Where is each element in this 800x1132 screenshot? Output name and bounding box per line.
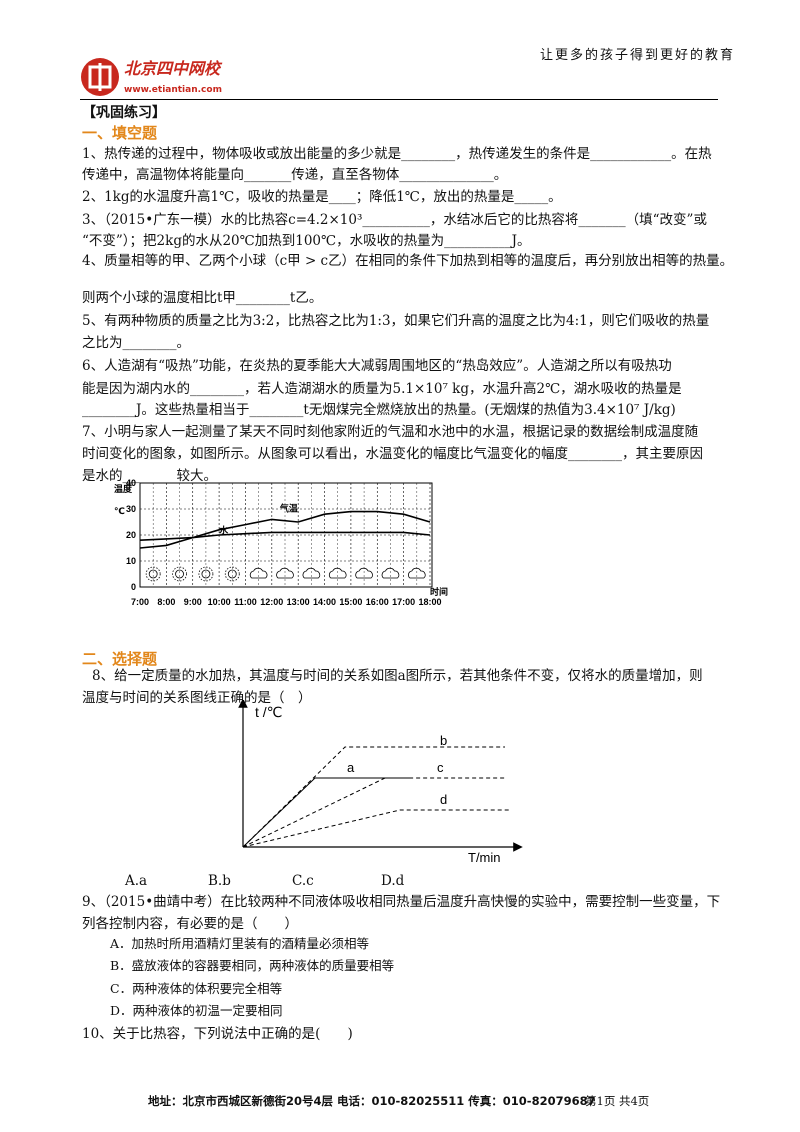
question-line: 10、关于比热容，下列说法中正确的是( ) (82, 1026, 353, 1042)
question-line: 时间变化的图象，如图所示。从图象可以看出，水温变化的幅度比气温变化的幅度____… (82, 446, 703, 462)
x-tick-label: 13:00 (287, 597, 310, 607)
logo-name: 北京四中网校 (124, 59, 221, 78)
question-line: 列各控制内容，有必要的是（ ） (82, 916, 298, 932)
x-tick-label: 16:00 (366, 597, 389, 607)
x-tick-label: 8:00 (157, 597, 175, 607)
sun-icon (175, 569, 184, 579)
question-line: ________J。这些热量相当于________t无烟煤完全燃烧放出的热量。(… (82, 402, 676, 418)
temperature-line (139, 531, 431, 541)
cloud-icon (408, 567, 426, 579)
question-line: 3、（2015•广东一模）水的比热容c=4.2×10³__________，水结… (82, 212, 707, 228)
cloud-icon (249, 567, 268, 579)
header-rule (80, 99, 718, 100)
y-axis-label: t /℃ (255, 704, 282, 720)
curve-a (242, 777, 410, 848)
question-line: 2、1kg的水温度升高1℃，吸收的热量是____；降低1℃，放出的热量是____… (82, 189, 562, 205)
curve-label: b (440, 733, 447, 748)
y-tick-label: 0 (131, 582, 136, 592)
y-axis-label: 温度 (114, 483, 133, 494)
curve-label: c (437, 760, 444, 775)
option: B．盛放液体的容器要相同，两种液体的质量要相等 (110, 958, 395, 973)
logo-url: www.etiantian.com (124, 85, 222, 95)
section-label: 【巩固练习】 (82, 105, 166, 121)
cloud-icon (355, 567, 373, 579)
y-tick-label: 20 (126, 530, 136, 540)
x-axis-label: 时间 (430, 586, 448, 597)
question-line: “不变”）；把2kg的水从20℃加热到100℃，水吸收的热量为_________… (82, 233, 531, 249)
sun-icon (148, 569, 158, 579)
y-tick-label: 10 (126, 556, 136, 566)
y-tick-label: 30 (126, 504, 136, 514)
curve-c (242, 777, 505, 848)
heating-chart: t /℃ T/min a b c d (238, 700, 523, 865)
x-axis-label: T/min (468, 850, 501, 865)
curve-b (242, 746, 505, 848)
x-tick-label: 11:00 (234, 597, 257, 607)
option: C.c (292, 873, 314, 889)
question-line: 是水的________较大。 (82, 468, 217, 484)
question-line: 6、人造湖有“吸热”功能，在炎热的夏季能大大减弱周围地区的“热岛效应”。人造湖之… (82, 358, 672, 374)
part-title: 一、填空题 (82, 124, 158, 142)
sun-rays (198, 566, 214, 582)
cloud-icon (381, 567, 400, 579)
cloud-icon (302, 567, 321, 579)
x-tick-label: 10:00 (208, 597, 231, 607)
series-label: 气温 (279, 502, 298, 513)
sun-rays (224, 566, 240, 582)
footer-page: 第1页 共4页 (585, 1094, 650, 1108)
curve-label: d (440, 792, 447, 807)
x-tick-label: 12:00 (260, 597, 283, 607)
slogan: 让更多的孩子得到更好的教育 (540, 48, 736, 63)
option: B.b (208, 873, 231, 889)
y-tick-label: 40 (126, 478, 136, 488)
temperature-chart: 7:00 8:00 9:00 10:00 11:00 12:00 13:00 14:00 15:… (114, 478, 448, 607)
series-label: 水 (219, 525, 229, 536)
sun-icon (201, 569, 211, 579)
question-line: 9、（2015•曲靖中考）在比较两种不同液体吸收相同热量后温度升高快慢的实验中，… (82, 894, 721, 910)
cloud-icon (276, 567, 294, 579)
question-line: 温度与时间的关系图线正确的是（ ） (82, 690, 312, 706)
question-line: 则两个小球的温度相比t甲________t乙。 (82, 290, 323, 306)
option: D．两种液体的初温一定要相同 (110, 1003, 283, 1018)
question-line: 1、热传递的过程中，物体吸收或放出能量的多少就是________，热传递发生的条… (82, 146, 712, 162)
question-line: 5、有两种物质的质量之比为3:2，比热容之比为1:3，如果它们升高的温度之比为4… (82, 313, 710, 329)
question-line: 传递中，高温物体将能量向_______传递，直至各物体_____________… (82, 167, 508, 183)
x-tick-label: 7:00 (131, 597, 149, 607)
option: A．加热时所用酒精灯里装有的酒精量必须相等 (110, 936, 370, 951)
x-tick-label: 9:00 (184, 597, 202, 607)
x-tick-label: 17:00 (392, 597, 415, 607)
question-line: 之比为________。 (82, 335, 190, 351)
question-line: 8、给一定质量的水加热，其温度与时间的关系如图a图所示，若其他条件不变，仅将水的… (92, 668, 703, 684)
question-line: 7、小明与家人一起测量了某天不同时刻他家附近的气温和水池中的水温，根据记录的数据… (82, 424, 699, 440)
question-line: 4、质量相等的甲、乙两个小球（c甲 > c乙）在相同的条件下加热到相等的温度后，… (82, 253, 734, 269)
curve-label: a (347, 760, 355, 775)
x-tick-label: 14:00 (313, 597, 336, 607)
option: A.a (125, 873, 148, 889)
y-axis-unit: ℃ (114, 506, 125, 516)
option: C．两种液体的体积要完全相等 (110, 981, 283, 996)
x-tick-label: 15:00 (339, 597, 362, 607)
sun-icon (227, 569, 237, 579)
footer-address: 地址：北京市西城区新德街20号4层 电话：010-82025511 传真：010… (148, 1094, 596, 1108)
cloud-icon (328, 567, 347, 579)
part-title: 二、选择题 (82, 650, 158, 668)
option: D.d (381, 873, 405, 889)
curve-d (242, 809, 510, 848)
question-line: 能是因为湖内水的________，若人造湖湖水的质量为5.1×10⁷ kg，水温… (82, 381, 682, 397)
sun-rays (145, 566, 161, 582)
temperature-line (139, 510, 431, 549)
logo-mark (81, 58, 119, 96)
sun-rays (172, 566, 187, 582)
x-tick-label: 18:00 (418, 597, 441, 607)
